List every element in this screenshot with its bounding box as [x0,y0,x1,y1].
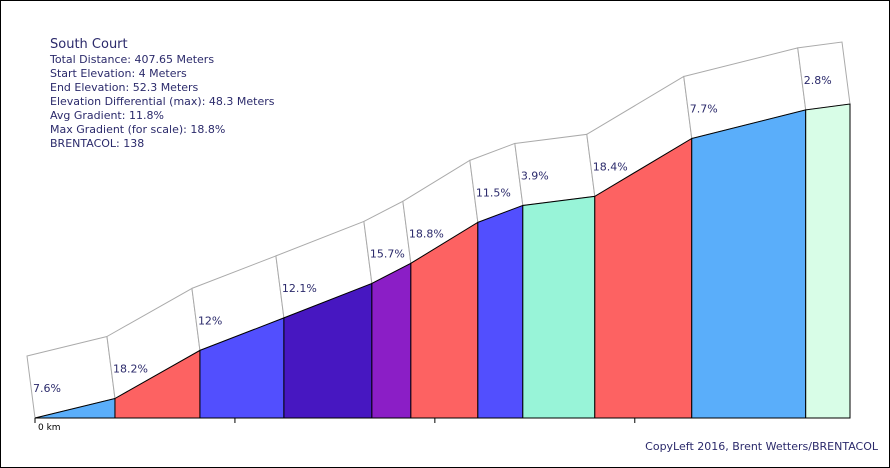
gradient-label-8: 3.9% [521,169,549,182]
gradient-label-4: 12.1% [282,282,317,295]
elevation-segment-10 [691,109,807,419]
brentacol-score: BRENTACOL: 138 [50,137,145,150]
max-gradient: Max Gradient (for scale): 18.8% [50,123,226,136]
route-title: South Court [50,37,128,52]
gradient-label-5: 15.7% [370,247,405,260]
x-axis: 0 km [34,417,850,433]
gradient-label-9: 18.4% [593,160,628,173]
gradient-label-11: 2.8% [804,74,832,87]
elevation-segment-11 [805,103,851,419]
avg-gradient: Avg Gradient: 11.8% [50,109,164,122]
elevation-segment-7 [477,204,524,419]
elevation-segment-8 [522,195,596,419]
summary-panel: South Court Total Distance: 407.65 Meter… [50,37,274,151]
gradient-label-1: 7.6% [33,382,61,395]
start-elevation: Start Elevation: 4 Meters [50,67,187,80]
gradient-label-2: 18.2% [113,363,148,376]
total-distance: Total Distance: 407.65 Meters [50,53,215,66]
elevation-differential: Elevation Differential (max): 48.3 Meter… [50,95,275,108]
gradient-scale-band [26,41,851,419]
end-elevation: End Elevation: 52.3 Meters [50,81,199,94]
gradient-label-10: 7.7% [690,103,718,116]
gradient-labels: 7.6% 18.2% 12% 12.1% 15.7% 18.8% 11.5% 3.9% 18.4… [33,74,832,395]
elevation-areas [34,103,851,419]
copyright-footer: CopyLeft 2016, Brent Wetters/BRENTACOL [645,440,878,453]
gradient-label-3: 12% [198,314,222,327]
x-axis-start-label: 0 km [38,423,61,433]
gradient-label-7: 11.5% [476,186,511,199]
elevation-segment-5 [371,262,412,419]
gradient-label-6: 18.8% [409,227,444,240]
